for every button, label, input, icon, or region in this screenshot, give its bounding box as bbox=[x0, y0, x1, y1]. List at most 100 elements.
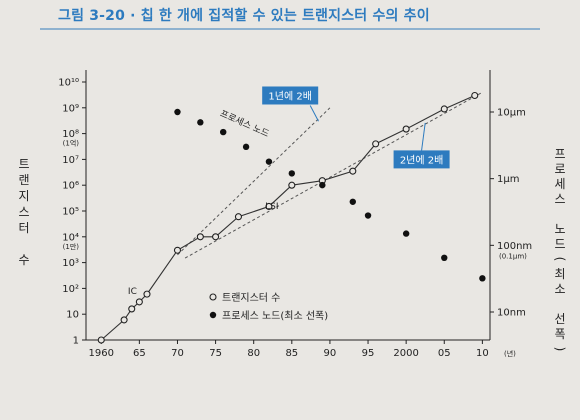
trend-line bbox=[177, 107, 331, 256]
transistor-point bbox=[471, 91, 479, 100]
y-left-tick-sublabel: (1억) bbox=[63, 140, 80, 148]
svg-text:선: 선 bbox=[554, 312, 565, 326]
x-tick-label: 80 bbox=[247, 348, 260, 359]
figure-caption: 그림 3-20 · 칩 한 개에 집적할 수 있는 트랜지스터 수의 추이 bbox=[58, 8, 430, 24]
svg-text:트: 트 bbox=[18, 157, 29, 171]
transistor-series-line bbox=[100, 94, 475, 341]
transistor-point bbox=[265, 202, 273, 211]
y-left-tick-label: 10⁴ bbox=[62, 232, 79, 243]
y-right-tick-label: 10μm bbox=[497, 108, 526, 119]
transistor-point bbox=[288, 181, 296, 189]
svg-text:스: 스 bbox=[18, 205, 29, 219]
y-left-tick-sublabel: (1만) bbox=[63, 242, 80, 251]
svg-text:로: 로 bbox=[554, 162, 565, 176]
transistor-point bbox=[372, 140, 380, 148]
process-node-annotation: 프로세스 노드 bbox=[218, 108, 270, 139]
process-node-point bbox=[349, 198, 356, 205]
transistor-point bbox=[173, 246, 182, 254]
process-node-point bbox=[441, 254, 448, 262]
transistor-point bbox=[349, 167, 357, 175]
axes: 1960 65 70 75 80 85 90 95 2000 05 10 (년) 1 10 10² 10³ 10… bbox=[58, 70, 532, 359]
callout-pointer-1 bbox=[309, 105, 319, 122]
y-left-tick-label: 10⁷ bbox=[62, 155, 79, 166]
x-tick-label: 90 bbox=[324, 348, 337, 359]
transistor-point bbox=[402, 125, 410, 133]
x-tick-label: 05 bbox=[438, 348, 451, 359]
callout-box-2 bbox=[393, 150, 450, 169]
process-node-point bbox=[242, 143, 250, 151]
svg-text:드: 드 bbox=[554, 237, 565, 251]
legend-marker-filled bbox=[209, 311, 217, 319]
transistor-point bbox=[135, 298, 143, 306]
svg-text:최: 최 bbox=[554, 267, 565, 281]
process-node-point bbox=[319, 181, 326, 189]
x-tick-label: 95 bbox=[362, 348, 375, 359]
svg-text:노: 노 bbox=[554, 222, 565, 236]
svg-text:스: 스 bbox=[554, 192, 565, 206]
process-node-point bbox=[174, 108, 181, 116]
y-left-tick-label: 10³ bbox=[62, 258, 79, 269]
svg-text:터: 터 bbox=[18, 221, 29, 235]
svg-text:랜: 랜 bbox=[18, 173, 29, 187]
y-right-tick-label: 1μm bbox=[497, 174, 519, 185]
svg-text:): ) bbox=[553, 347, 567, 352]
y-right-tick-label: 100nm bbox=[497, 241, 532, 252]
process-node-point bbox=[402, 230, 410, 237]
callout-text-2: 2년에 2배 bbox=[400, 154, 444, 166]
x-tick-label: 2000 bbox=[393, 348, 418, 359]
y-left-axis-title: 트랜지스터 수 bbox=[18, 157, 29, 267]
x-unit-label: (년) bbox=[504, 349, 516, 358]
process-node-point bbox=[265, 158, 273, 165]
ic-annotation: IC bbox=[128, 287, 137, 297]
y-left-tick-label: 10² bbox=[62, 284, 79, 295]
transistor-point bbox=[128, 305, 136, 313]
process-node-point bbox=[220, 128, 227, 136]
y-left-tick-label: 10⁵ bbox=[62, 207, 79, 218]
y-right-axis-title: 프로세스 노드 ( 최소 선폭) bbox=[553, 147, 567, 351]
x-tick-label: 65 bbox=[133, 348, 146, 359]
trend-line bbox=[184, 91, 483, 259]
process-node-point bbox=[288, 170, 296, 177]
svg-text:프: 프 bbox=[554, 147, 565, 161]
y-left-tick-label: 10 bbox=[66, 310, 79, 321]
x-tick-label: 70 bbox=[171, 348, 184, 359]
svg-text:(: ( bbox=[553, 257, 567, 262]
svg-text:폭: 폭 bbox=[554, 327, 565, 341]
data-series bbox=[97, 91, 486, 344]
transistor-point bbox=[97, 336, 105, 344]
lsi-annotation: LSI bbox=[265, 202, 278, 212]
legend-label: 프로세스 노드(최소 선폭) bbox=[222, 310, 328, 322]
y-left-tick-label: 10¹⁰ bbox=[58, 78, 79, 89]
transistor-point bbox=[234, 213, 243, 221]
transistor-point bbox=[212, 233, 220, 241]
transistor-point bbox=[120, 316, 128, 324]
x-tick-label: 1960 bbox=[89, 348, 114, 359]
y-left-tick-label: 10⁶ bbox=[62, 181, 79, 192]
process-node-point bbox=[197, 119, 204, 126]
trend-lines bbox=[177, 91, 483, 259]
svg-text:수: 수 bbox=[18, 253, 29, 267]
x-tick-label: 75 bbox=[209, 348, 222, 359]
y-left-tick-label: 10⁸ bbox=[62, 129, 79, 140]
process-node-point bbox=[479, 275, 486, 282]
callout-pointer-2 bbox=[421, 122, 426, 151]
process-node-point bbox=[364, 212, 372, 219]
legend-label: 트랜지스터 수 bbox=[222, 292, 280, 304]
svg-text:지: 지 bbox=[18, 189, 29, 203]
svg-text:세: 세 bbox=[554, 177, 565, 191]
caption-rule bbox=[40, 6, 540, 30]
svg-text:소: 소 bbox=[554, 282, 565, 296]
legend-marker-open bbox=[209, 293, 217, 301]
y-left-tick-label: 10⁹ bbox=[62, 103, 79, 114]
y-right-tick-label: 10nm bbox=[497, 308, 526, 319]
callout-box-1 bbox=[262, 86, 319, 105]
callout-text-1: 1년에 2배 bbox=[268, 90, 312, 102]
x-tick-label: 85 bbox=[285, 348, 298, 359]
x-tick-label: 10 bbox=[476, 348, 489, 359]
y-right-tick-sublabel: (0.1μm) bbox=[499, 252, 527, 260]
transistor-point bbox=[440, 105, 448, 113]
transistor-point bbox=[196, 233, 204, 241]
